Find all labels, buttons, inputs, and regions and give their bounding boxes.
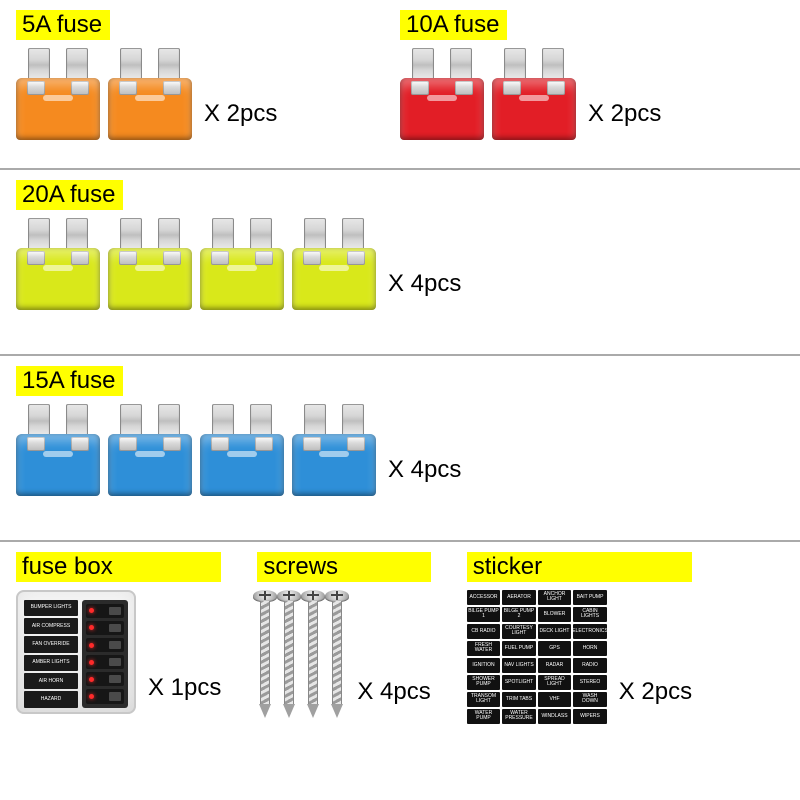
label-fusebox: fuse box [16,552,221,582]
sticker-cell: WINDLASS [538,709,572,724]
label-10a: 10A fuse [400,10,507,40]
fuse-5a [108,48,192,140]
sticker-cell: BILGE PUMP 1 [467,607,501,622]
fusebox-tag: HAZARD [24,691,78,707]
qty-sticker: X 2pcs [619,678,692,706]
fuse-20a [292,218,376,310]
fusebox-tag: FAN OVERRIDE [24,636,78,652]
sticker-cell: BLOWER [538,607,572,622]
screw-icon [329,590,345,718]
fusebox-tag: BUMPER LIGHTS [24,600,78,616]
sticker-cell: SPOTLIGHT [502,675,536,690]
label-15a: 15A fuse [16,366,123,396]
group-screws: screws X 4pcs [257,552,430,718]
qty-fusebox: X 1pcs [148,674,221,702]
sticker-cell: HORN [573,641,607,656]
sticker-cell [467,726,501,741]
qty-5a: X 2pcs [204,100,277,128]
sticker-cell: STEREO [573,675,607,690]
fuse-15a [108,404,192,496]
group-fusebox: fuse box BUMPER LIGHTS AIR COMPRESS FAN OV… [16,552,221,714]
row-20a: 20A fuse X 4pcs [0,170,800,356]
label-sticker: sticker [467,552,692,582]
sticker-cell: WATER PRESSURE [502,709,536,724]
fuse-10a [492,48,576,140]
fuse-15a [16,404,100,496]
qty-15a: X 4pcs [388,456,461,484]
fuse-box-icon: BUMPER LIGHTS AIR COMPRESS FAN OVERRIDE AMB… [16,590,136,714]
group-sticker: sticker ACCESSORAERATORANCHOR LIGHTBAIT … [467,552,692,718]
row-15a: 15A fuse X 4pcs [0,356,800,542]
fuse-10a [400,48,484,140]
sticker-cell: ELECTRONICS [573,624,607,639]
fusebox-tag: AIR COMPRESS [24,618,78,634]
row-accessories: fuse box BUMPER LIGHTS AIR COMPRESS FAN OV… [0,542,800,742]
sticker-cell: BAIT PUMP [573,590,607,605]
fusebox-tag: AIR HORN [24,673,78,689]
sticker-cell: SPREAD LIGHT [538,675,572,690]
fuse-15a [200,404,284,496]
sticker-cell: GPS [538,641,572,656]
group-10a: 10A fuse X 2pcs [400,10,784,140]
fuse-20a [108,218,192,310]
sticker-cell: COURTESY LIGHT [502,624,536,639]
sticker-cell: WASH DOWN [573,692,607,707]
sticker-cell [573,726,607,741]
label-screws: screws [257,552,430,582]
label-20a: 20A fuse [16,180,123,210]
group-5a: 5A fuse X 2pcs [16,10,400,140]
product-contents-infographic: 5A fuse X 2pcs [0,0,800,800]
sticker-cell: RADAR [538,658,572,673]
sticker-cell: WIPERS [573,709,607,724]
qty-20a: X 4pcs [388,270,461,298]
qty-10a: X 2pcs [588,100,661,128]
sticker-cell: AERATOR [502,590,536,605]
sticker-cell [538,726,572,741]
screw-icon [305,590,321,718]
label-5a: 5A fuse [16,10,110,40]
screw-icon [257,590,273,718]
fuse-20a [16,218,100,310]
screw-icon [281,590,297,718]
sticker-cell: ACCESSOR [467,590,501,605]
sticker-cell: VHF [538,692,572,707]
sticker-cell: NAV LIGHTS [502,658,536,673]
fusebox-tag: AMBER LIGHTS [24,655,78,671]
sticker-cell: TRANSOM LIGHT [467,692,501,707]
sticker-cell: ANCHOR LIGHT [538,590,572,605]
fuse-20a [200,218,284,310]
fuse-15a [292,404,376,496]
sticker-cell: CABIN LIGHTS [573,607,607,622]
sticker-sheet-icon: ACCESSORAERATORANCHOR LIGHTBAIT PUMP BILG… [467,590,607,718]
sticker-cell: RADIO [573,658,607,673]
sticker-cell [502,726,536,741]
fuse-5a [16,48,100,140]
sticker-cell: TRIM TABS [502,692,536,707]
sticker-cell: BILGE PUMP 2 [502,607,536,622]
qty-screws: X 4pcs [357,678,430,706]
sticker-cell: DECK LIGHT [538,624,572,639]
sticker-cell: FUEL PUMP [502,641,536,656]
row-5a-10a: 5A fuse X 2pcs [0,0,800,170]
sticker-cell: CB RADIO [467,624,501,639]
sticker-cell: IGNITION [467,658,501,673]
sticker-cell: WATER PUMP [467,709,501,724]
sticker-cell: SHOWER PUMP [467,675,501,690]
sticker-cell: FRESH WATER [467,641,501,656]
